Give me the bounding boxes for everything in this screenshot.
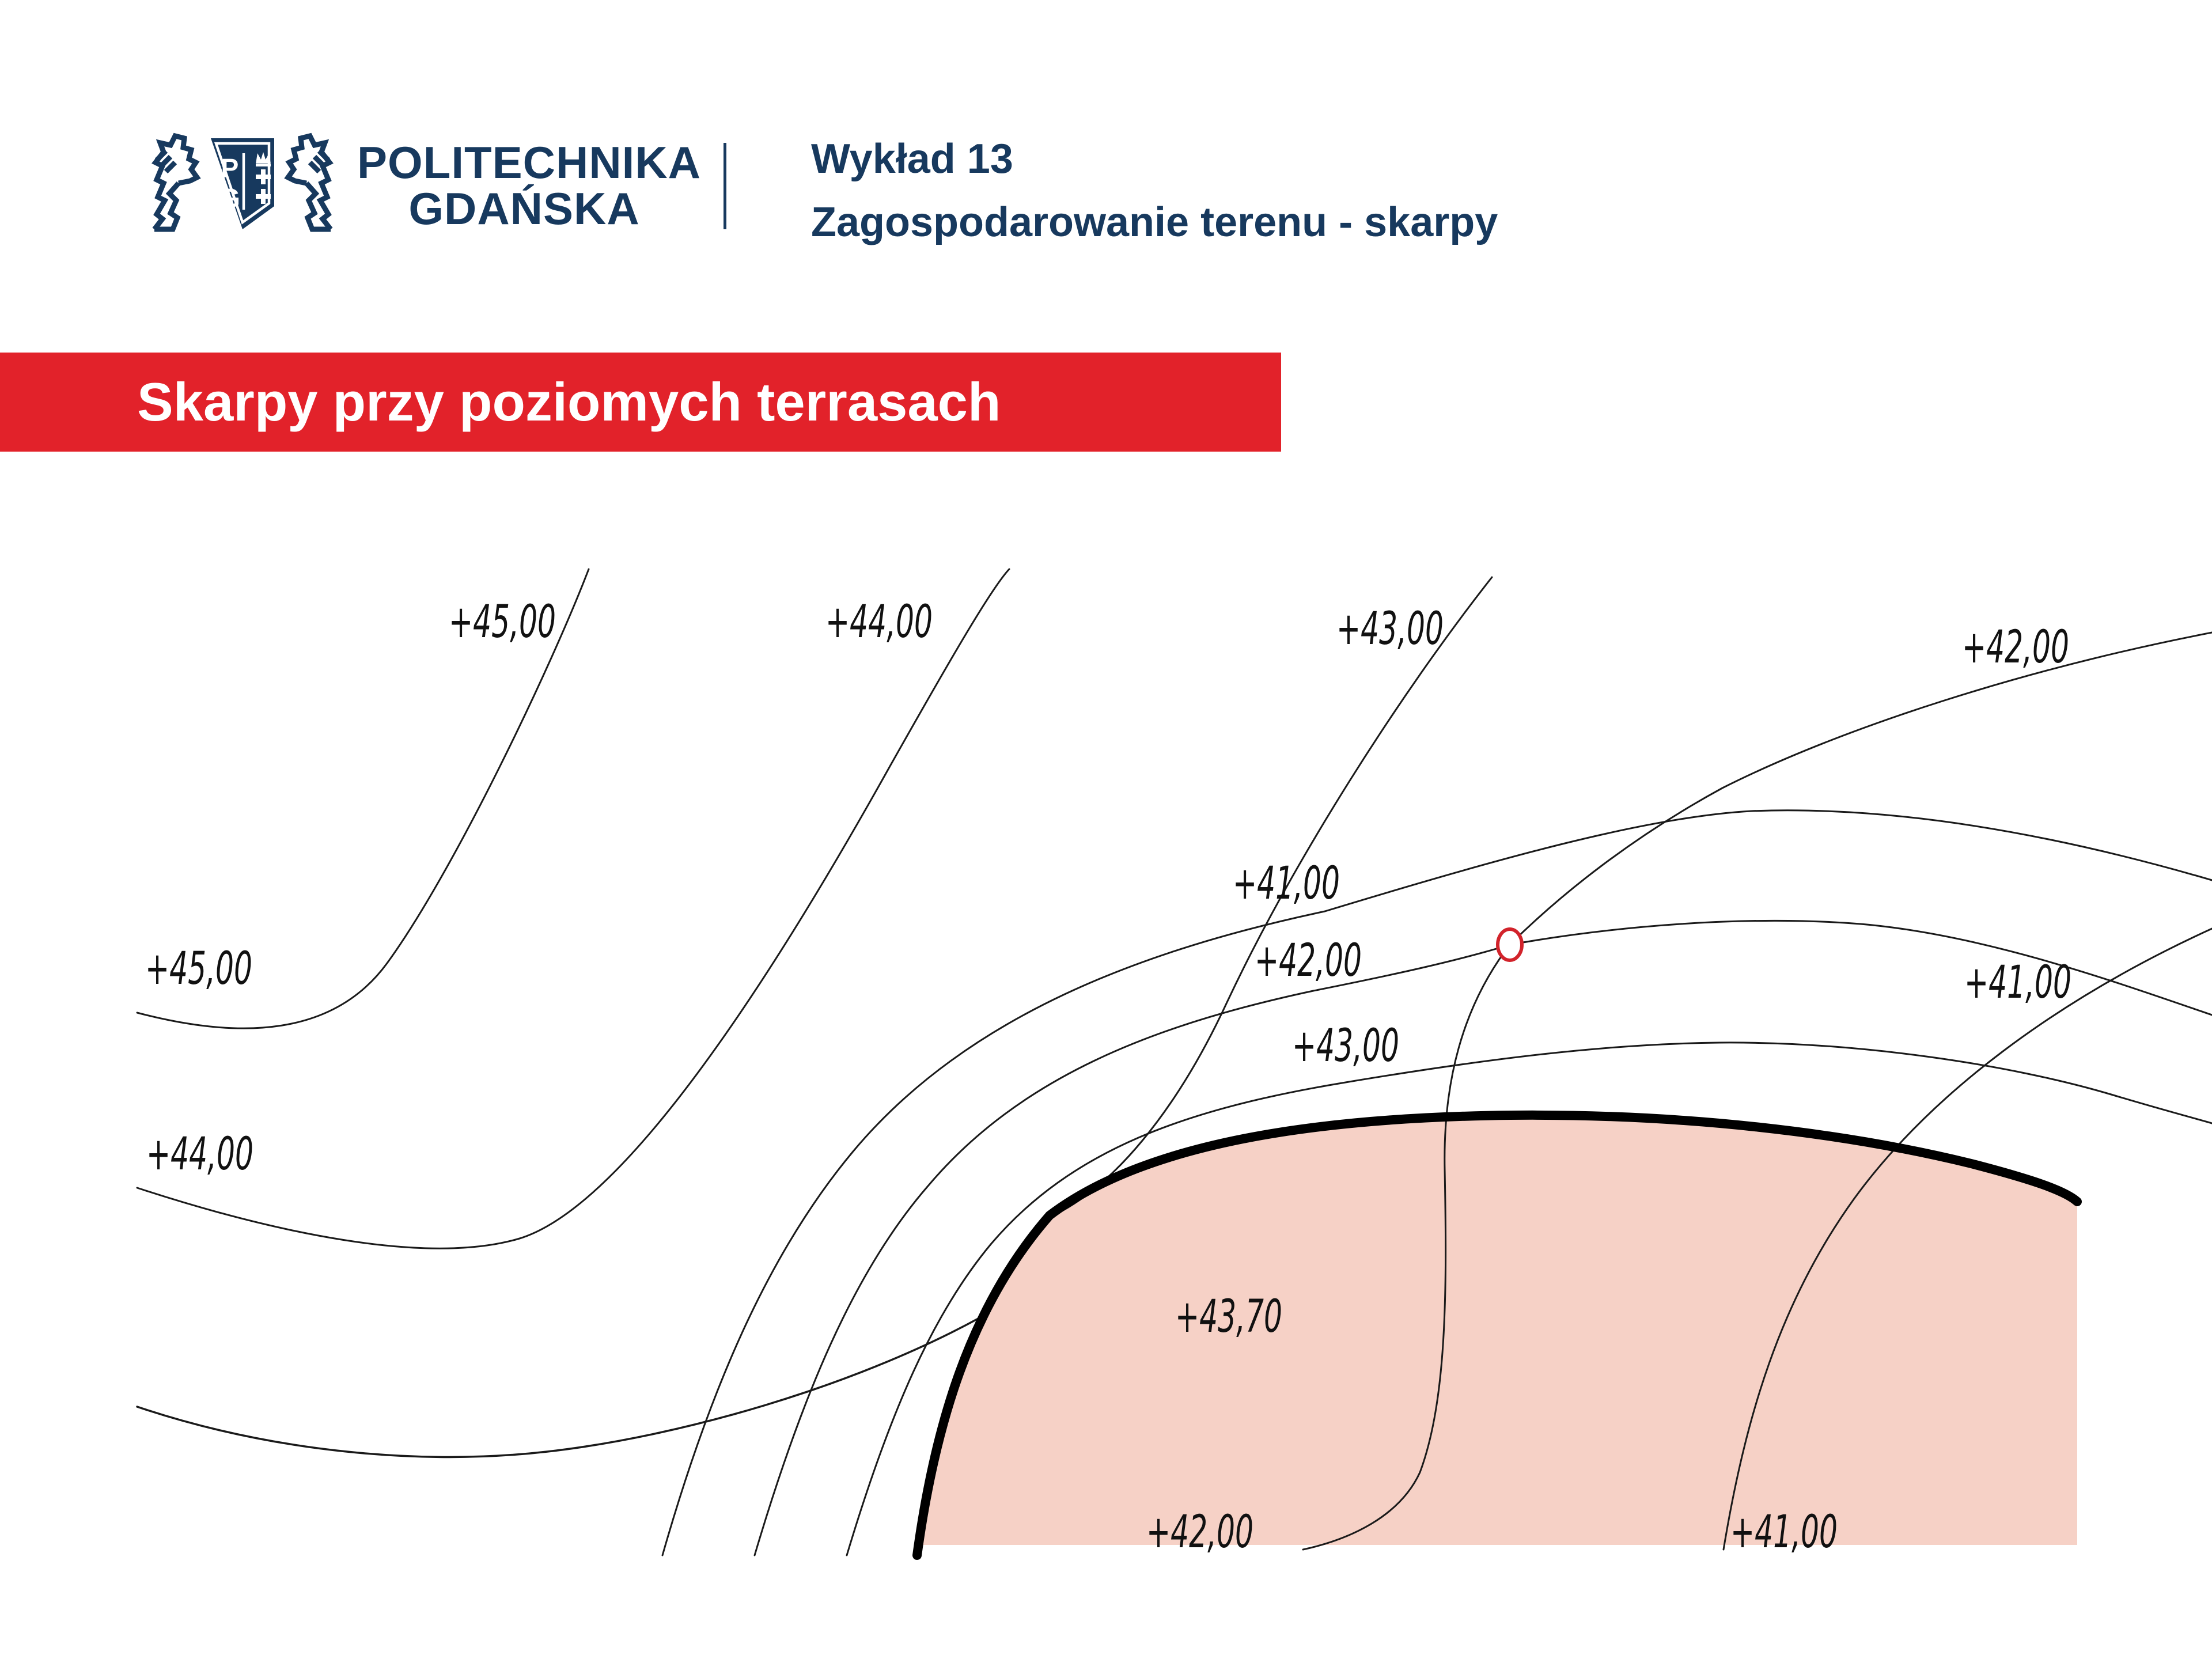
terrace-edge xyxy=(912,1110,2082,1560)
elevation-label-44-left: +44,00 xyxy=(146,1128,253,1180)
lecture-header: Wykład 13 Zagospodarowanie terenu - skar… xyxy=(811,137,1733,244)
lecture-title: Wykład 13 xyxy=(811,136,1013,182)
elevation-label-45-top: +45,00 xyxy=(449,596,556,648)
elevation-label-terrace: +43,70 xyxy=(1175,1291,1282,1343)
shield-letter-p: P xyxy=(221,153,239,183)
elevation-label-41-bottom: +41,00 xyxy=(1730,1506,1838,1558)
section-title: Skarpy przy poziomych terrasach xyxy=(137,372,1001,432)
terrain-contour-41 xyxy=(1722,927,2212,1551)
slope-contour-43 xyxy=(846,1041,2212,1556)
elevation-label-41-right: +41,00 xyxy=(1964,957,2071,1009)
slope-contour-41 xyxy=(661,809,2212,1556)
elevation-label-41-mid: +41,00 xyxy=(1233,858,1340,910)
cross-icon xyxy=(256,189,271,204)
elevation-label-42-bottom: +42,00 xyxy=(1146,1506,1253,1558)
elevation-label-45-left: +45,00 xyxy=(145,943,252,995)
elevation-label-43-top: +43,00 xyxy=(1336,603,1444,655)
slope-contour-42 xyxy=(753,919,2212,1556)
terrain-contour-43-upper xyxy=(1050,576,1493,1218)
crown-icon xyxy=(256,152,271,166)
terrain-contour-42 xyxy=(1302,631,2212,1551)
lecture-subtitle: Zagospodarowanie terenu - skarpy xyxy=(811,199,1498,245)
elevation-label-42-mid: +42,00 xyxy=(1255,935,1362,987)
university-logo: P G xyxy=(151,132,334,232)
university-name-line1: POLITECHNIKA xyxy=(357,137,701,188)
lion-left-icon xyxy=(151,132,201,232)
terrain-contour-44 xyxy=(136,568,1010,1249)
terrain-contour-43-lower xyxy=(136,1317,980,1459)
elevation-label-42-top-right: +42,00 xyxy=(1962,622,2069,673)
lion-right-icon xyxy=(284,132,334,232)
elevation-label-43-mid: +43,00 xyxy=(1292,1020,1399,1072)
university-name-line2: GDAŃSKA xyxy=(408,183,640,234)
shield-letter-g: G xyxy=(219,183,240,213)
university-name: POLITECHNIKA GDAŃSKA xyxy=(357,137,701,234)
elevation-label-44-top: +44,00 xyxy=(825,596,933,648)
section-banner: Skarpy przy poziomych terrasach xyxy=(0,353,1281,452)
intersection-marker xyxy=(1496,927,1524,962)
cross-icon xyxy=(256,169,271,184)
header-divider xyxy=(724,143,726,229)
terrace-area xyxy=(917,1115,2077,1555)
terrain-contour-45 xyxy=(136,568,590,1029)
shield-icon: P G xyxy=(211,138,274,229)
